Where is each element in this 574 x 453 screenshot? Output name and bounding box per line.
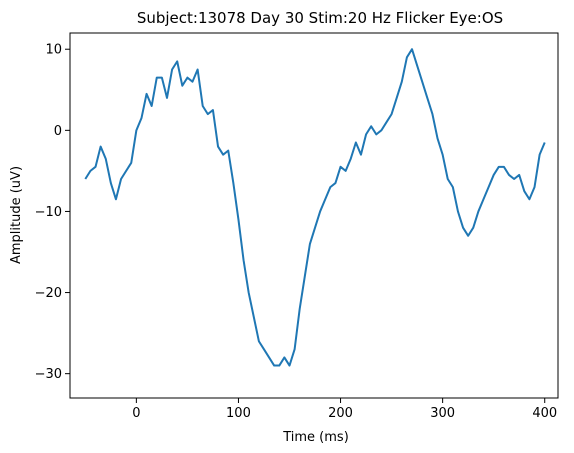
y-tick-label: −20 <box>35 286 62 301</box>
chart-title: Subject:13078 Day 30 Stim:20 Hz Flicker … <box>137 9 503 27</box>
x-tick-label: 200 <box>328 406 353 421</box>
x-tick-label: 100 <box>226 406 251 421</box>
y-tick-label: 10 <box>45 43 62 58</box>
series-line <box>84 48 546 367</box>
y-tick-label: 0 <box>54 124 62 139</box>
y-axis-label: Amplitude (uV) <box>9 166 24 264</box>
y-axis: 10 0 −10 −20 −30 <box>35 43 70 382</box>
y-tick-label: −10 <box>35 205 62 220</box>
x-tick-label: 0 <box>132 406 140 421</box>
y-tick-label: −30 <box>35 367 62 382</box>
x-tick-label: 300 <box>430 406 455 421</box>
x-axis: 0 100 200 300 400 <box>132 398 557 421</box>
plot-frame <box>69 32 559 399</box>
plot-area <box>84 48 546 367</box>
x-tick-label: 400 <box>532 406 557 421</box>
x-axis-label: Time (ms) <box>282 430 349 445</box>
